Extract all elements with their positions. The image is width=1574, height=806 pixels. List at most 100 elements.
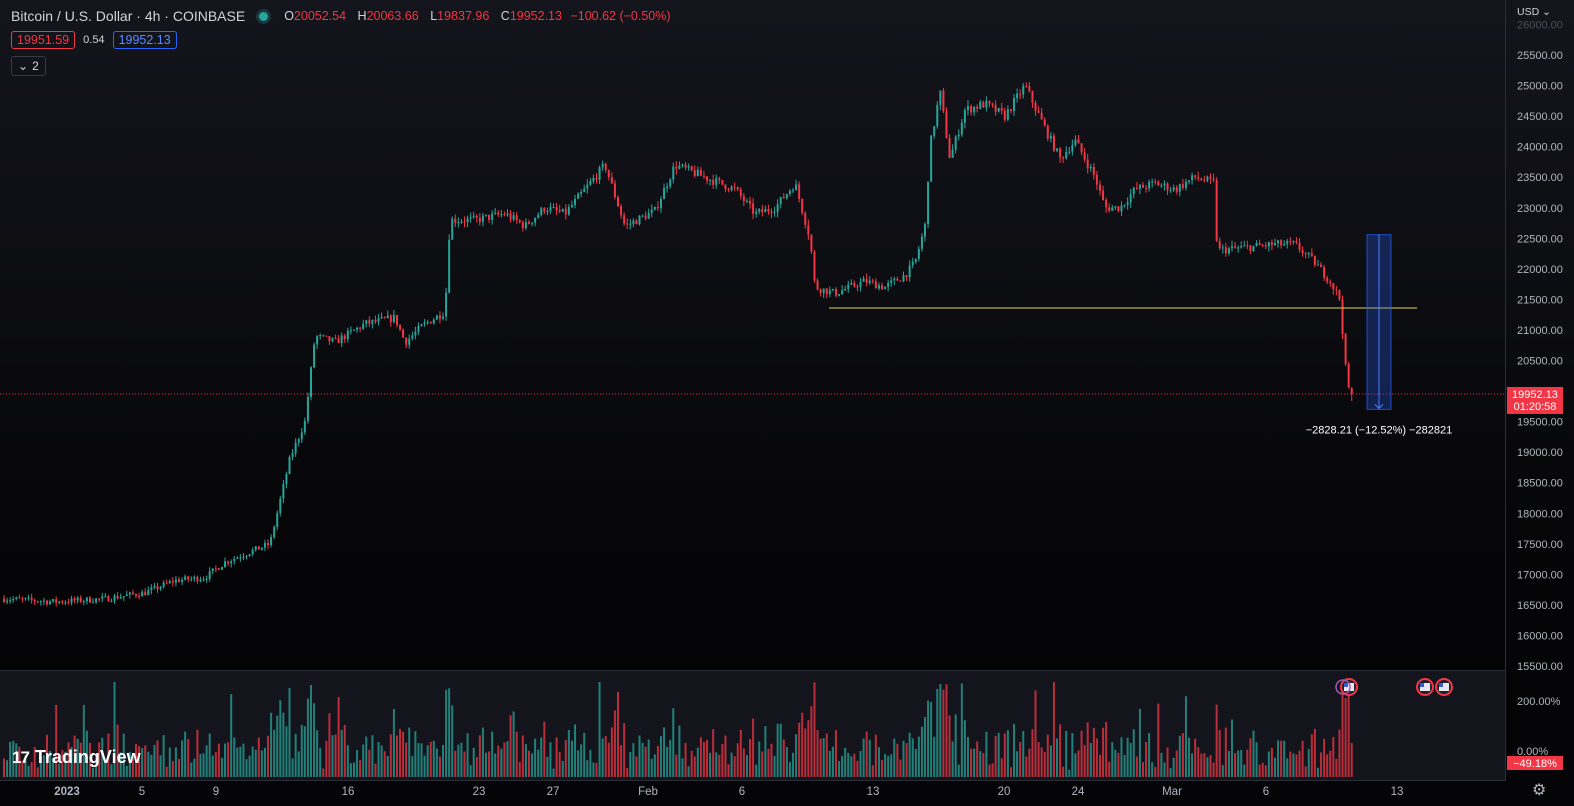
volume-bar	[1123, 754, 1126, 777]
volume-bar	[67, 742, 70, 777]
volume-bar	[663, 727, 666, 777]
gear-icon[interactable]: ⚙	[1532, 782, 1547, 799]
candle-body	[788, 190, 791, 195]
volume-bar	[782, 739, 785, 777]
tradingview-logo-icon: 17	[12, 747, 30, 767]
candle-body	[224, 561, 227, 568]
volume-bar	[709, 752, 712, 777]
volume-bar	[1350, 742, 1353, 777]
volume-bar	[825, 733, 828, 777]
candle-body	[426, 321, 429, 323]
volume-bar	[509, 715, 512, 777]
candle-body	[242, 556, 245, 558]
time-tick-label: Mar	[1162, 786, 1182, 798]
volume-bar	[1221, 765, 1224, 777]
volume-bar	[687, 766, 690, 777]
candle-body	[488, 214, 491, 220]
time-tick-label: 13	[867, 786, 880, 798]
volume-bar	[42, 755, 45, 777]
volume-bar	[1224, 727, 1227, 777]
volume-bar	[1212, 762, 1215, 777]
symbol-title[interactable]: Bitcoin / U.S. Dollar · 4h · COINBASE	[11, 8, 246, 24]
candle-body	[791, 190, 794, 192]
candle-body	[359, 327, 362, 329]
sell-button[interactable]: 19951.59	[11, 31, 76, 49]
volume-bar	[997, 732, 1000, 777]
volume-bar	[196, 729, 199, 777]
volume-bar	[365, 736, 368, 777]
price-tick-label: 23000.00	[1517, 203, 1563, 215]
volume-bar	[543, 721, 546, 777]
candle-body	[598, 167, 601, 180]
candle-body	[263, 543, 266, 548]
volume-bar	[1273, 757, 1276, 777]
candle-body	[92, 602, 95, 604]
volume-bar	[745, 755, 748, 777]
candle-body	[933, 126, 936, 136]
volume-bar	[55, 704, 58, 777]
volume-bar	[181, 740, 184, 777]
candle-body	[15, 597, 18, 600]
volume-bar	[405, 742, 408, 777]
open-key: O	[284, 9, 294, 23]
candle-body	[1206, 176, 1209, 181]
candle-body	[1034, 102, 1037, 111]
candle-body	[340, 335, 343, 344]
candle-body	[159, 586, 162, 590]
candle-body	[377, 318, 380, 322]
candle-body	[1102, 190, 1105, 201]
volume-bar	[1126, 737, 1129, 777]
candle-body	[973, 106, 976, 113]
volume-bar	[813, 682, 816, 777]
candle-body	[267, 543, 270, 546]
candle-body	[395, 314, 398, 325]
volume-bar	[70, 747, 73, 777]
volume-bar	[945, 684, 948, 777]
candle-body	[807, 224, 810, 235]
price-axis[interactable]: 25500.00 25000.00 24500.00 24000.00 23500.00…	[1507, 19, 1563, 770]
candle-body	[521, 222, 524, 229]
volume-bar	[438, 756, 441, 777]
candle-body	[1283, 244, 1286, 246]
candle-body	[764, 208, 767, 213]
volume-bar	[678, 725, 681, 777]
volume-bar	[924, 716, 926, 777]
candle-body	[420, 324, 423, 327]
volume-bar	[1286, 758, 1289, 777]
candle-body	[914, 258, 917, 262]
candle-body	[1138, 184, 1141, 189]
candle-body	[144, 591, 147, 596]
candle-body	[211, 568, 214, 572]
candle-body	[887, 282, 890, 287]
event-marker-icon[interactable]	[1335, 679, 1351, 695]
volume-bar	[699, 737, 702, 777]
candle-body	[435, 315, 438, 320]
volume-bar	[33, 747, 36, 777]
event-markers[interactable]	[1335, 678, 1453, 696]
time-axis[interactable]: 2023 5 9 16 23 27 Feb 6 13 20 24 Mar 6 13	[54, 786, 1403, 798]
volume-bar	[742, 748, 745, 777]
price-tick-label: 17500.00	[1517, 539, 1563, 551]
candle-body	[466, 218, 469, 223]
volume-bar	[810, 706, 813, 777]
volume-bar	[52, 757, 55, 777]
volume-bar	[976, 741, 979, 777]
candle-body	[113, 595, 116, 601]
candle-body	[629, 223, 632, 225]
candle-body	[1273, 243, 1276, 246]
volume-bar	[380, 745, 383, 777]
candle-body	[273, 527, 276, 538]
candle-body	[767, 208, 770, 212]
volume-bar	[95, 754, 98, 777]
volume-bar	[1313, 728, 1316, 777]
candle-body	[1286, 241, 1289, 245]
currency-selector[interactable]: USD ⌄	[1517, 6, 1551, 18]
candle-body	[976, 106, 979, 109]
volume-bar	[279, 700, 282, 777]
candle-body	[310, 367, 312, 397]
volume-bar	[939, 684, 942, 777]
indicators-toggle-button[interactable]: ⌄ 2	[11, 56, 46, 76]
buy-button[interactable]: 19952.13	[112, 31, 177, 49]
candle-body	[1019, 93, 1022, 95]
